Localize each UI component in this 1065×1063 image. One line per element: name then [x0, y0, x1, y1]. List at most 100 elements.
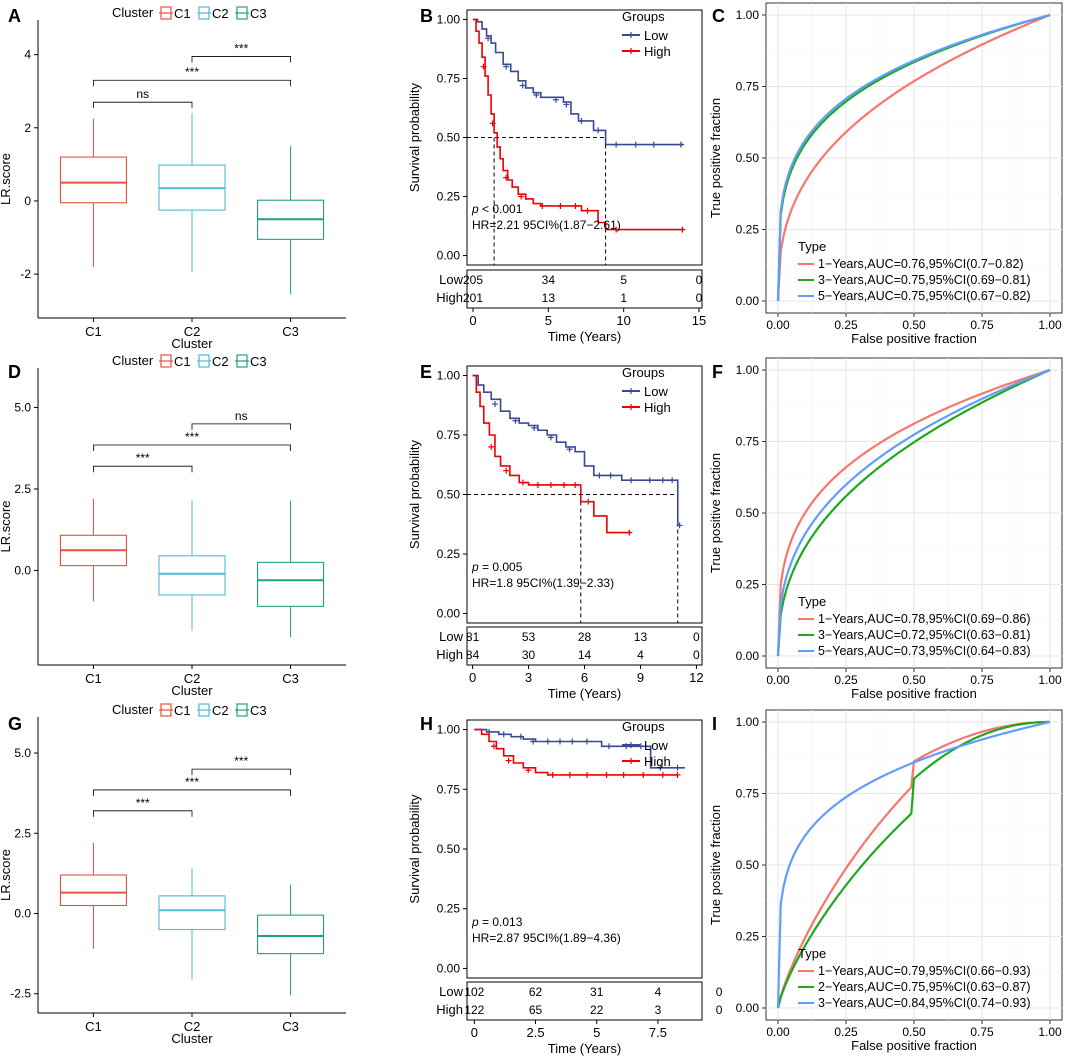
panel-e-x-tick-label: 9: [637, 670, 644, 685]
panel-d-box-c2: [158, 555, 226, 596]
panel-i-x-tick-label: 0.00: [766, 1025, 790, 1039]
panel-c-roc-curve-1: [776, 13, 1051, 302]
panel-a-comparison-bracket: [93, 79, 291, 87]
panel-e-y-tick-label: 1.00: [437, 369, 461, 383]
panel-b-censor-mark-high: [480, 63, 487, 70]
panel-b-censor-mark-low: [578, 117, 585, 124]
panel-h-censor-mark-high: [549, 771, 556, 778]
panel-e-y-tick-label: 0.25: [437, 547, 461, 561]
panel-i-xlabel: False positive fraction: [851, 1038, 977, 1053]
panel-h-censor-mark-high: [566, 771, 573, 778]
panel-d-x-tick-label-c1: C1: [85, 671, 102, 686]
panel-f-xlabel: False positive fraction: [851, 686, 977, 701]
panel-a-ylabel: LR.score: [0, 153, 13, 205]
panel-f-x-tick-label: 0.25: [834, 673, 858, 687]
panel-e-censor-mark-high: [560, 481, 567, 488]
panel-a-x-tick-label-c2: C2: [184, 324, 201, 339]
panel-g-legend-title: Cluster: [112, 702, 154, 717]
panel-c-x-tick-label: 0.00: [766, 318, 790, 332]
panel-h-censor-mark-low: [517, 733, 524, 740]
panel-b-y-tick-label: 0.00: [437, 249, 461, 263]
panel-h-censor-mark-low: [657, 764, 664, 771]
panel-h-y-tick-label: 1.00: [437, 723, 461, 737]
panel-b-risk-count: 5: [620, 273, 627, 287]
panel-h-risk-row-label-low: Low: [439, 984, 463, 999]
panel-e-x-tick-label: 12: [689, 670, 703, 685]
panel-b-risk-row-label-low: Low: [439, 272, 463, 287]
panel-h-risk-count: 65: [529, 1003, 543, 1017]
panel-i-y-tick-label: 0.50: [736, 858, 760, 872]
panel-b-x-tick-label: 5: [545, 313, 552, 328]
panel-e-censor-mark-high: [626, 529, 633, 536]
panel-d-y-tick-label: 0.0: [14, 563, 31, 577]
panel-e-legend-key-mark: [628, 404, 634, 410]
panel-b-legend-key-mark: [628, 32, 634, 38]
panel-b-xlabel: Time (Years): [548, 329, 621, 344]
panel-b-risk-row-label-high: High: [436, 290, 463, 305]
panel-e-xlabel: Time (Years): [548, 686, 621, 701]
panel-d-comparison-bracket: [93, 465, 193, 473]
panel-f-roc-curve-1: [776, 368, 1051, 657]
panel-i-x-tick-label: 0.75: [970, 1025, 994, 1039]
panel-i-y-tick-label: 1.00: [736, 715, 760, 729]
panel-b-censor-mark-low: [595, 127, 602, 134]
panel-e-censor-mark-low: [669, 477, 676, 484]
panel-f-legend-title: Type: [798, 594, 826, 609]
panel-e-censor-mark-high: [547, 481, 554, 488]
panel-i-legend-label-2: 2−Years,AUC=0.75,95%CI(0.63−0.87): [818, 980, 1031, 994]
panel-b-legend-label-high: High: [644, 44, 671, 59]
panel-e-censor-mark-low: [512, 417, 519, 424]
panel-f-legend-label-1: 1−Years,AUC=0.78,95%CI(0.69−0.86): [818, 612, 1031, 626]
panel-e-y-tick-label: 0.00: [437, 606, 461, 620]
panel-c-legend-label-1: 1−Years,AUC=0.76,95%CI(0.7−0.82): [818, 257, 1024, 271]
panel-h-censor-mark-low: [583, 738, 590, 745]
panel-f-roc-curve-2: [776, 368, 1051, 657]
panel-h-censor-mark-high: [640, 771, 647, 778]
panel-b-y-tick-label: 0.25: [437, 190, 461, 204]
panel-g-comparison-bracket: [191, 768, 291, 776]
panel-c-xlabel: False positive fraction: [851, 331, 977, 346]
panel-f-y-tick-label: 0.00: [736, 649, 760, 663]
panel-a-y-tick-label: 0: [24, 194, 31, 208]
panel-a-comparison-label: ***: [185, 65, 199, 79]
panel-g-xlabel: Cluster: [171, 1031, 213, 1046]
panel-b-legend-label-low: Low: [644, 28, 668, 43]
panel-a-y-tick-label: 2: [24, 121, 31, 135]
panel-h-y-tick-label: 0.75: [437, 782, 461, 796]
panel-d-y-tick-label: 2.5: [14, 482, 31, 496]
panel-d-legend-label-c2: C2: [212, 354, 229, 369]
panel-g-comparison-label: ***: [185, 775, 199, 789]
panel-b-x-tick-label: 10: [616, 313, 630, 328]
panel-a-y-tick-label: 4: [24, 48, 31, 62]
panel-c-ylabel: True positive fraction: [708, 98, 723, 218]
panel-i-y-tick-label: 0.75: [736, 787, 760, 801]
panel-h-x-tick-label: 5: [593, 1025, 600, 1040]
panel-b-legend-title: Groups: [622, 9, 665, 24]
panel-e-censor-mark-high: [488, 443, 495, 450]
panel-g-box-c2: [158, 895, 226, 931]
panel-h-hazard-ratio: HR=2.87 95CI%(1.89−4.36): [472, 931, 621, 945]
panel-label-f: F: [712, 362, 723, 382]
panel-i-roc-curve-2: [776, 720, 1051, 1009]
panel-e-risk-count: 30: [522, 648, 536, 662]
panel-h-x-tick-label: 2.5: [527, 1025, 545, 1040]
panel-h-legend-label-low: Low: [644, 738, 668, 753]
panel-d-comparison-bracket: [93, 444, 291, 452]
panel-e-censor-mark-high: [585, 498, 592, 505]
panel-h-risk-count: 4: [655, 985, 662, 999]
panel-a-x-tick-label-c1: C1: [85, 324, 102, 339]
panel-label-c: C: [712, 6, 725, 26]
panel-h-risk-count: 0: [716, 1003, 723, 1017]
panel-label-d: D: [8, 362, 21, 382]
panel-f-ylabel: True positive fraction: [708, 453, 723, 573]
panel-b-censor-mark-high: [572, 202, 579, 209]
panel-b-hazard-ratio: HR=2.21 95CI%(1.87−2.61): [472, 218, 621, 232]
panel-b-censor-mark-low: [677, 141, 684, 148]
panel-h-ylabel: Survival probability: [407, 794, 422, 904]
panel-d-comparison-label: ns: [235, 409, 248, 423]
panel-i-roc-curve-3: [776, 720, 1051, 1009]
panel-b-legend-key-mark: [628, 48, 634, 54]
panel-b-risk-count: 201: [463, 291, 483, 305]
panel-i-x-tick-label: 1.00: [1038, 1025, 1062, 1039]
